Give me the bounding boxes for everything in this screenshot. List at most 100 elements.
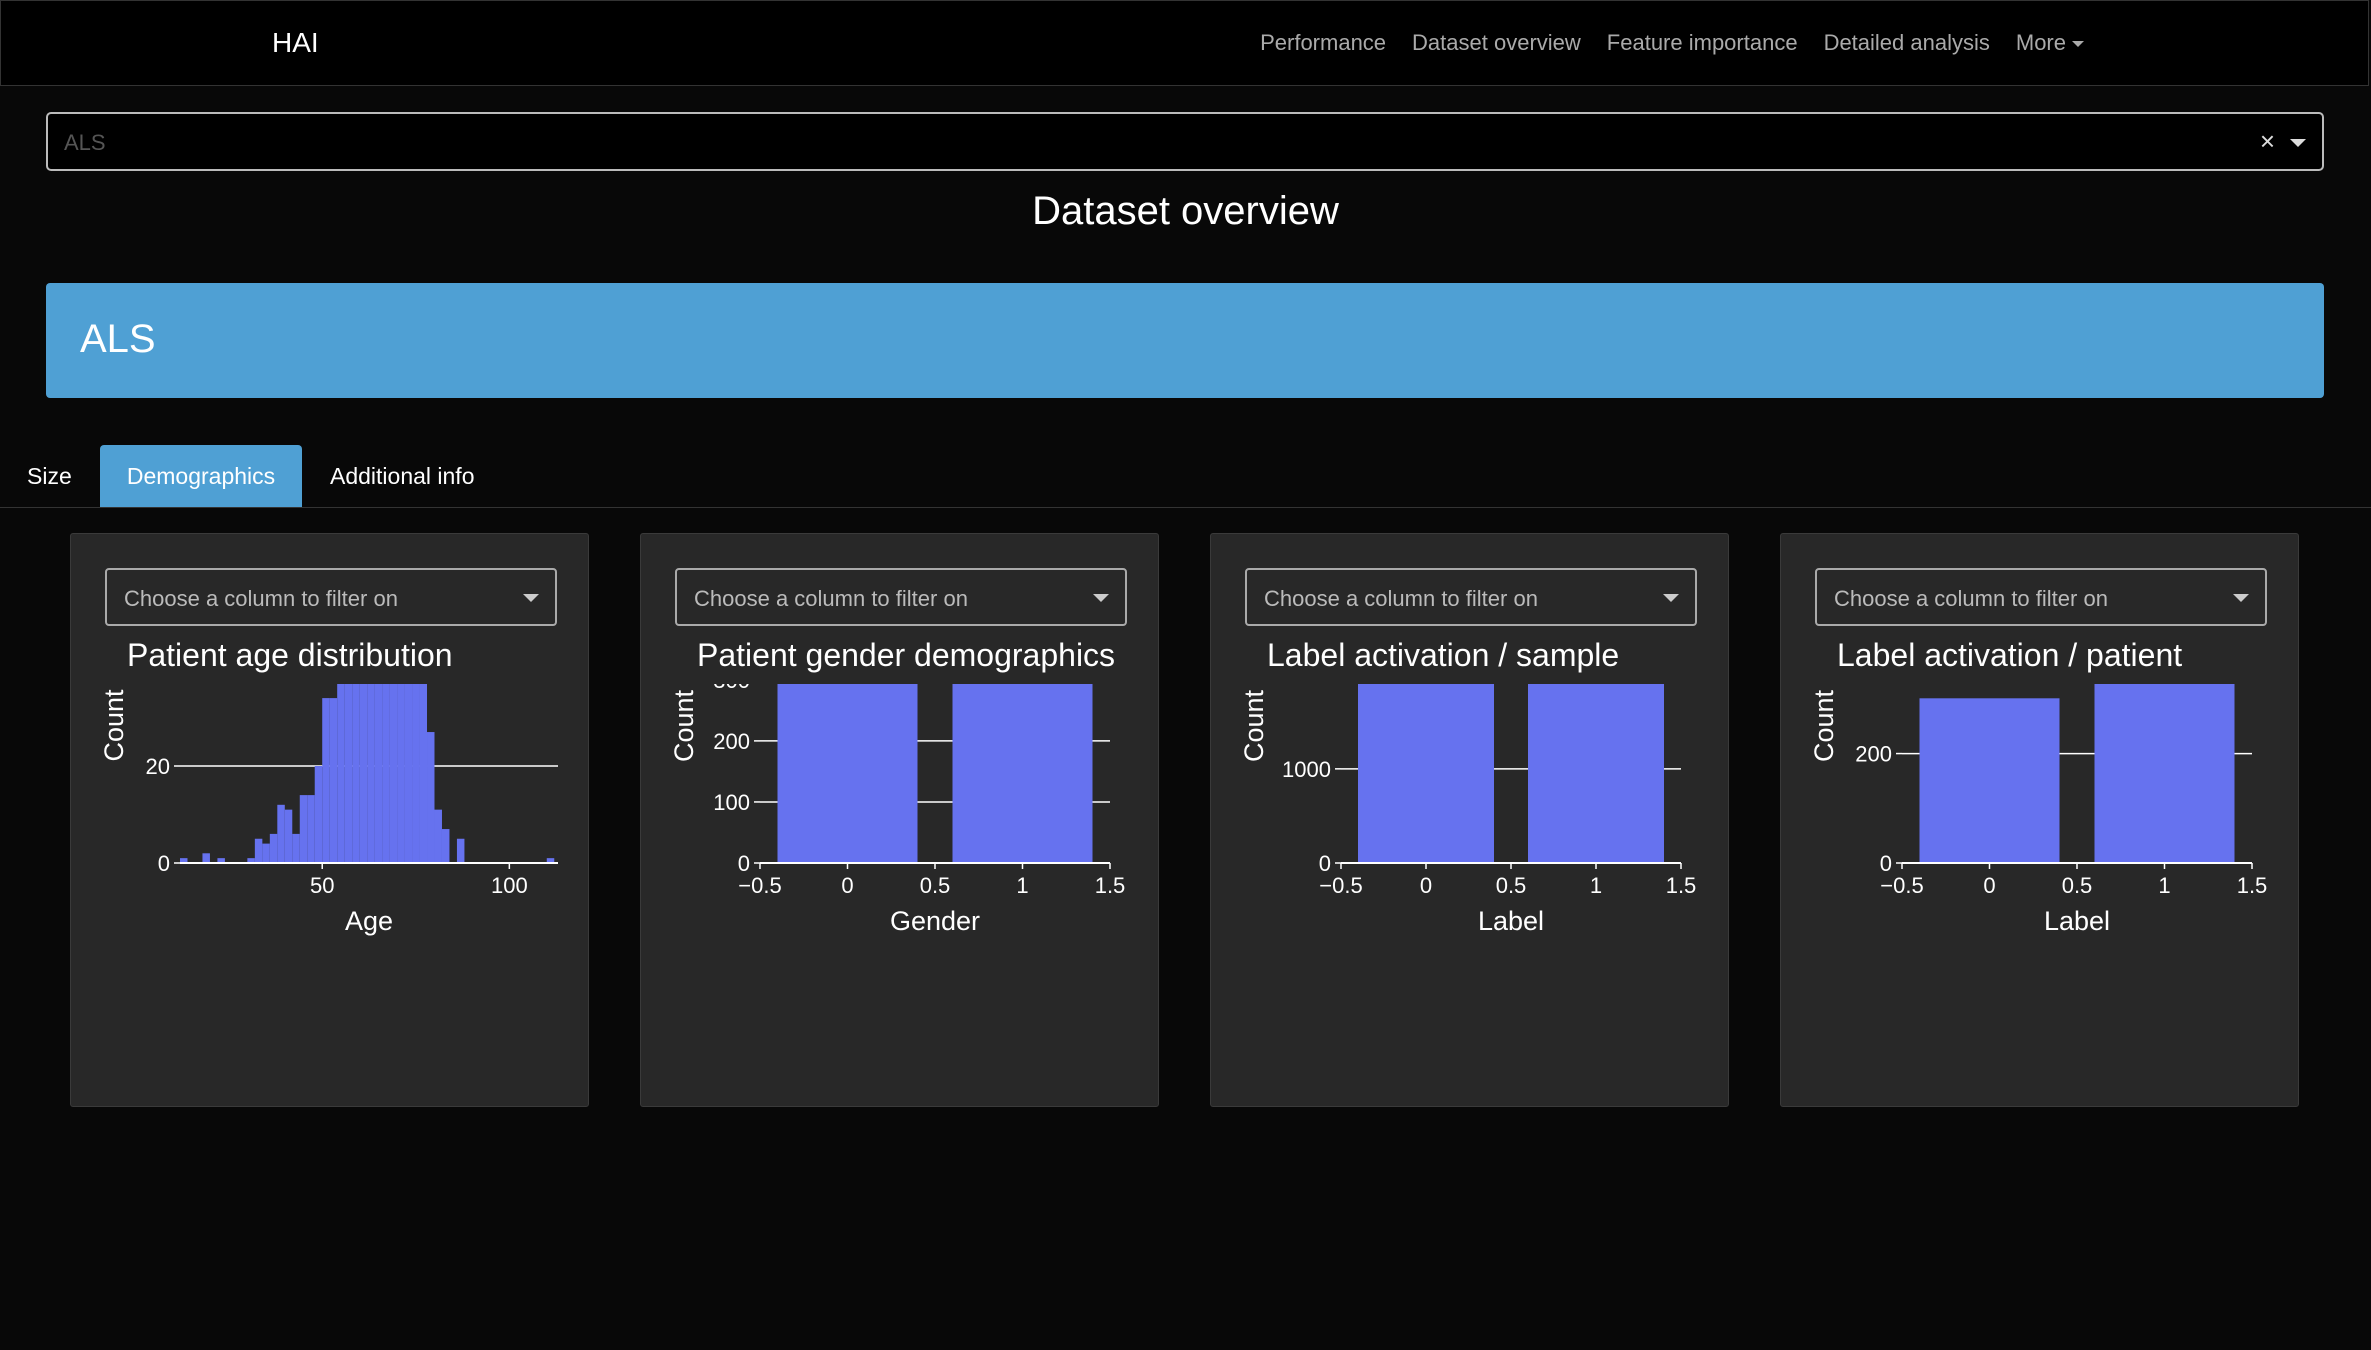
histogram-bar <box>262 843 270 863</box>
x-axis-title: Label <box>2044 906 2110 936</box>
histogram-bar <box>292 833 300 863</box>
x-tick-label: 0.5 <box>1496 873 1527 898</box>
chart-title: Patient gender demographics <box>697 637 1116 673</box>
bar <box>777 684 918 863</box>
bar <box>1528 684 1664 863</box>
page-title: Dataset overview <box>1032 189 1339 233</box>
x-tick-label: 0 <box>1420 873 1432 898</box>
x-tick-label: 0.5 <box>2062 873 2093 898</box>
chart-title: Label activation / sample <box>1267 637 1620 673</box>
chevron-down-icon <box>523 594 539 602</box>
navbar: HAI Performance Dataset overview Feature… <box>0 0 2369 86</box>
histogram-bar <box>277 804 285 863</box>
bar <box>1358 684 1494 863</box>
histogram-bar <box>427 732 435 863</box>
x-tick-label: 1.5 <box>2237 873 2268 898</box>
x-tick-label: −0.5 <box>1880 873 1923 898</box>
clear-icon[interactable]: × <box>2259 126 2275 156</box>
brand-logo[interactable]: HAI <box>272 27 319 58</box>
y-tick-label: 0 <box>738 851 750 876</box>
histogram-bar <box>217 858 225 863</box>
chart-title: Patient age distribution <box>127 637 453 673</box>
nav-link-dataset-overview[interactable]: Dataset overview <box>1412 30 1581 55</box>
y-tick-label: 200 <box>1855 742 1892 767</box>
x-tick-label: 1 <box>1016 873 1028 898</box>
histogram-bar <box>352 684 360 863</box>
x-tick-label: 0 <box>1983 873 1995 898</box>
chevron-down-icon[interactable] <box>2290 139 2306 147</box>
histogram-bar <box>314 766 323 863</box>
chevron-down-icon <box>1093 594 1109 602</box>
histogram-bar <box>344 684 353 863</box>
x-tick-label: −0.5 <box>1319 873 1362 898</box>
filter-placeholder: Choose a column to filter on <box>1264 586 1538 611</box>
dataset-banner: ALS <box>46 283 2324 398</box>
histogram-bar <box>404 684 413 863</box>
chart-card-label-patient: Choose a column to filter on Label activ… <box>1780 533 2299 1107</box>
age-histogram: 020406050100AgeCount <box>99 684 558 936</box>
y-tick-label: 100 <box>713 790 750 815</box>
tab-size[interactable]: Size <box>27 463 72 489</box>
histogram-bar <box>389 684 398 863</box>
y-axis-title: Count <box>99 689 129 762</box>
chart-card-age: Choose a column to filter on Patient age… <box>70 533 589 1107</box>
nav-link-detailed-analysis[interactable]: Detailed analysis <box>1823 30 1990 55</box>
x-tick-label: 1.5 <box>1095 873 1126 898</box>
nav-dropdown-more[interactable]: More <box>2016 30 2084 56</box>
x-tick-label: 100 <box>491 873 528 898</box>
x-tick-label: 1 <box>2158 873 2170 898</box>
filter-placeholder: Choose a column to filter on <box>1834 586 2108 611</box>
bar <box>2094 684 2235 863</box>
bar <box>952 684 1093 863</box>
histogram-bar <box>419 684 428 863</box>
tab-bar: Size Demographics Additional info <box>0 445 2371 508</box>
nav-more-label: More <box>2015 30 2066 55</box>
histogram-bar <box>284 809 293 863</box>
histogram-bar <box>322 698 330 863</box>
histogram-bar <box>382 684 390 863</box>
nav-link-performance[interactable]: Performance <box>1260 30 1387 55</box>
caret-down-icon <box>2072 41 2084 48</box>
histogram-bar <box>546 858 555 863</box>
histogram-bar <box>180 858 188 863</box>
chart-card-gender: Choose a column to filter on Patient gen… <box>640 533 1159 1107</box>
filter-placeholder: Choose a column to filter on <box>124 586 398 611</box>
x-tick-label: −0.5 <box>738 873 781 898</box>
nav-links: Performance Dataset overview Feature imp… <box>1234 30 2084 56</box>
y-axis-title: Count <box>669 689 699 762</box>
histogram-bar <box>456 838 465 863</box>
filter-select[interactable]: Choose a column to filter on <box>1245 568 1697 626</box>
dataset-select[interactable]: ALS × <box>46 112 2324 171</box>
y-tick-label: 300 <box>713 684 750 693</box>
y-tick-label: 1000 <box>1282 757 1331 782</box>
histogram-bar <box>412 684 420 863</box>
chart-card-label-sample: Choose a column to filter on Label activ… <box>1210 533 1729 1107</box>
histogram-bar <box>441 829 450 863</box>
x-axis-title: Label <box>1478 906 1544 936</box>
y-tick-label: 2000 <box>1282 684 1331 688</box>
histogram-bar <box>202 853 210 863</box>
tab-additional-info[interactable]: Additional info <box>330 463 475 489</box>
nav-link-feature-importance[interactable]: Feature importance <box>1606 30 1798 55</box>
y-tick-label: 200 <box>713 729 750 754</box>
x-tick-label: 0.5 <box>920 873 951 898</box>
filter-select[interactable]: Choose a column to filter on <box>675 568 1127 626</box>
histogram-bar <box>434 809 442 863</box>
histogram-bar <box>374 684 383 863</box>
bar <box>1919 698 2060 863</box>
y-tick-label: 20 <box>146 754 170 779</box>
filter-select[interactable]: Choose a column to filter on <box>105 568 557 626</box>
histogram-bar <box>299 795 308 863</box>
x-tick-label: 50 <box>310 873 334 898</box>
x-tick-label: 0 <box>841 873 853 898</box>
histogram-bar <box>367 684 375 863</box>
tab-demographics[interactable]: Demographics <box>100 445 302 507</box>
filter-select[interactable]: Choose a column to filter on <box>1815 568 2267 626</box>
histogram-bar <box>337 684 345 863</box>
filter-placeholder: Choose a column to filter on <box>694 586 968 611</box>
histogram-bar <box>269 833 278 863</box>
x-tick-label: 1 <box>1590 873 1602 898</box>
histogram-bar <box>307 795 315 863</box>
